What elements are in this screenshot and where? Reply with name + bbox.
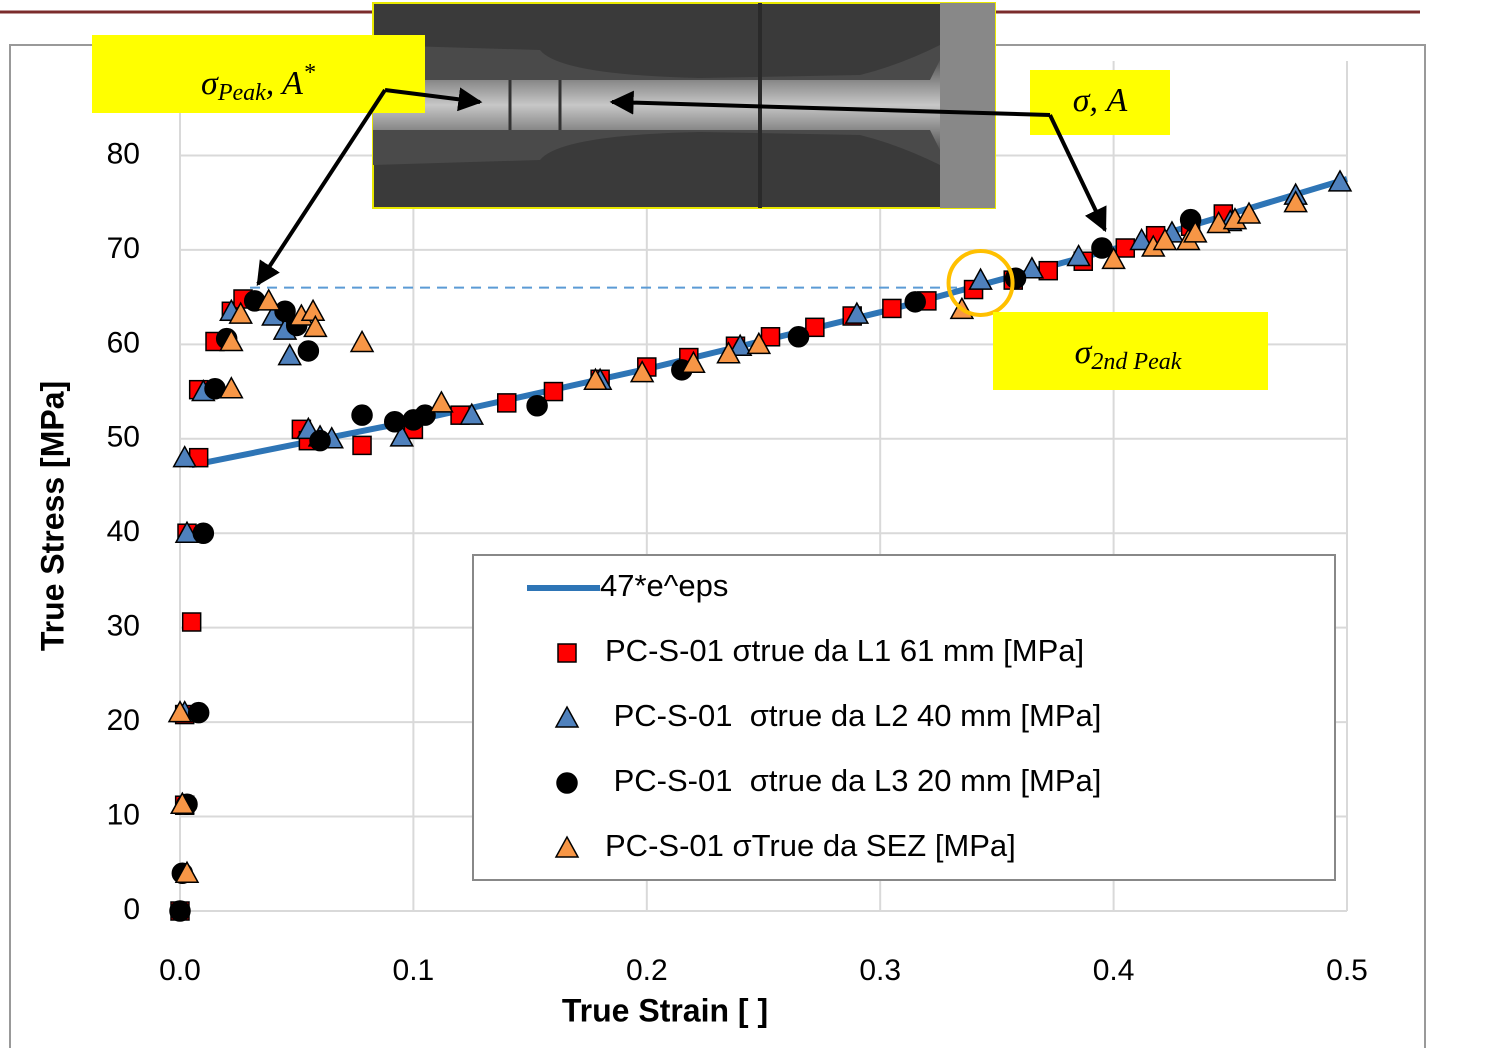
- point: [349, 329, 375, 353]
- point: [787, 326, 810, 348]
- x-tick-label: 0.2: [626, 954, 668, 987]
- point: [219, 328, 244, 352]
- point: [170, 791, 195, 815]
- point: [174, 860, 200, 883]
- legend: [472, 554, 1336, 881]
- y-tick-label: 60: [107, 326, 140, 359]
- point: [351, 404, 373, 426]
- point: [192, 522, 215, 544]
- point: [187, 701, 210, 724]
- y-axis-label: True Stress [MPa]: [34, 381, 70, 651]
- legend-label: PC-S-01 σtrue da L1 61 mm [MPa]: [605, 633, 1084, 668]
- point: [1183, 220, 1208, 243]
- point: [583, 367, 608, 390]
- legend-marker: [554, 835, 580, 858]
- point: [228, 301, 253, 324]
- point: [727, 333, 753, 356]
- point: [277, 343, 302, 366]
- point: [181, 612, 202, 632]
- point: [543, 381, 564, 402]
- point: [303, 314, 328, 338]
- point: [968, 267, 993, 290]
- annotation-box: [993, 312, 1268, 390]
- point: [389, 424, 414, 447]
- point: [497, 393, 517, 413]
- point: [1019, 256, 1045, 279]
- x-axis-label: True Strain [ ]: [562, 992, 768, 1028]
- point: [746, 331, 772, 355]
- point: [167, 700, 193, 723]
- y-tick-label: 40: [107, 515, 140, 548]
- point: [219, 376, 244, 399]
- point: [429, 390, 454, 413]
- point: [681, 350, 706, 373]
- point: [1066, 243, 1091, 267]
- point: [1091, 237, 1113, 259]
- point: [383, 411, 406, 433]
- point: [904, 291, 926, 313]
- legend-marker: [554, 705, 580, 728]
- point: [882, 298, 902, 319]
- y-tick-label: 50: [107, 421, 140, 454]
- annotation-box: [92, 35, 425, 113]
- point: [716, 341, 741, 364]
- point: [256, 288, 281, 311]
- point: [414, 404, 436, 426]
- point: [172, 445, 197, 468]
- point: [526, 394, 548, 417]
- point: [352, 435, 372, 456]
- y-tick-label: 0: [123, 893, 140, 926]
- annotation: σ, A: [1073, 82, 1128, 119]
- x-tick-label: 0.3: [859, 954, 901, 987]
- legend-label: PC-S-01 σtrue da L2 40 mm [MPa]: [605, 698, 1101, 733]
- annotation: σPeak, A*: [201, 60, 315, 106]
- point: [174, 520, 200, 543]
- legend-label: PC-S-01 σTrue da SEZ [MPa]: [605, 828, 1016, 863]
- y-tick-label: 10: [107, 798, 140, 831]
- arrow: [609, 90, 1051, 117]
- point: [1129, 227, 1154, 251]
- point: [1283, 190, 1308, 213]
- x-tick-label: 0.0: [159, 954, 201, 987]
- y-tick-label: 30: [107, 610, 140, 643]
- x-tick-label: 0.1: [393, 954, 435, 987]
- y-tick-label: 70: [107, 232, 140, 265]
- legend-marker: [557, 643, 577, 663]
- annotation: σ2nd Peak: [1075, 334, 1182, 375]
- legend-marker: [556, 772, 578, 794]
- point: [459, 402, 485, 425]
- y-tick-label: 80: [107, 137, 140, 170]
- point: [805, 317, 825, 338]
- legend-label: PC-S-01 σtrue da L3 20 mm [MPa]: [605, 763, 1101, 798]
- legend-label: 47*e^eps: [600, 568, 728, 603]
- point: [169, 900, 191, 922]
- arrow: [1048, 114, 1107, 233]
- x-tick-label: 0.5: [1326, 954, 1368, 987]
- arrow: [384, 87, 483, 112]
- y-tick-label: 20: [107, 704, 140, 737]
- arrow: [256, 88, 387, 287]
- point: [629, 360, 655, 383]
- point: [1327, 169, 1353, 192]
- point: [1101, 246, 1126, 270]
- highlight-circle: [946, 248, 1015, 317]
- point: [1152, 227, 1178, 251]
- point: [1236, 201, 1262, 224]
- point: [309, 429, 331, 452]
- x-tick-label: 0.4: [1093, 954, 1135, 987]
- point: [297, 340, 320, 362]
- point: [274, 300, 296, 323]
- point: [844, 301, 870, 324]
